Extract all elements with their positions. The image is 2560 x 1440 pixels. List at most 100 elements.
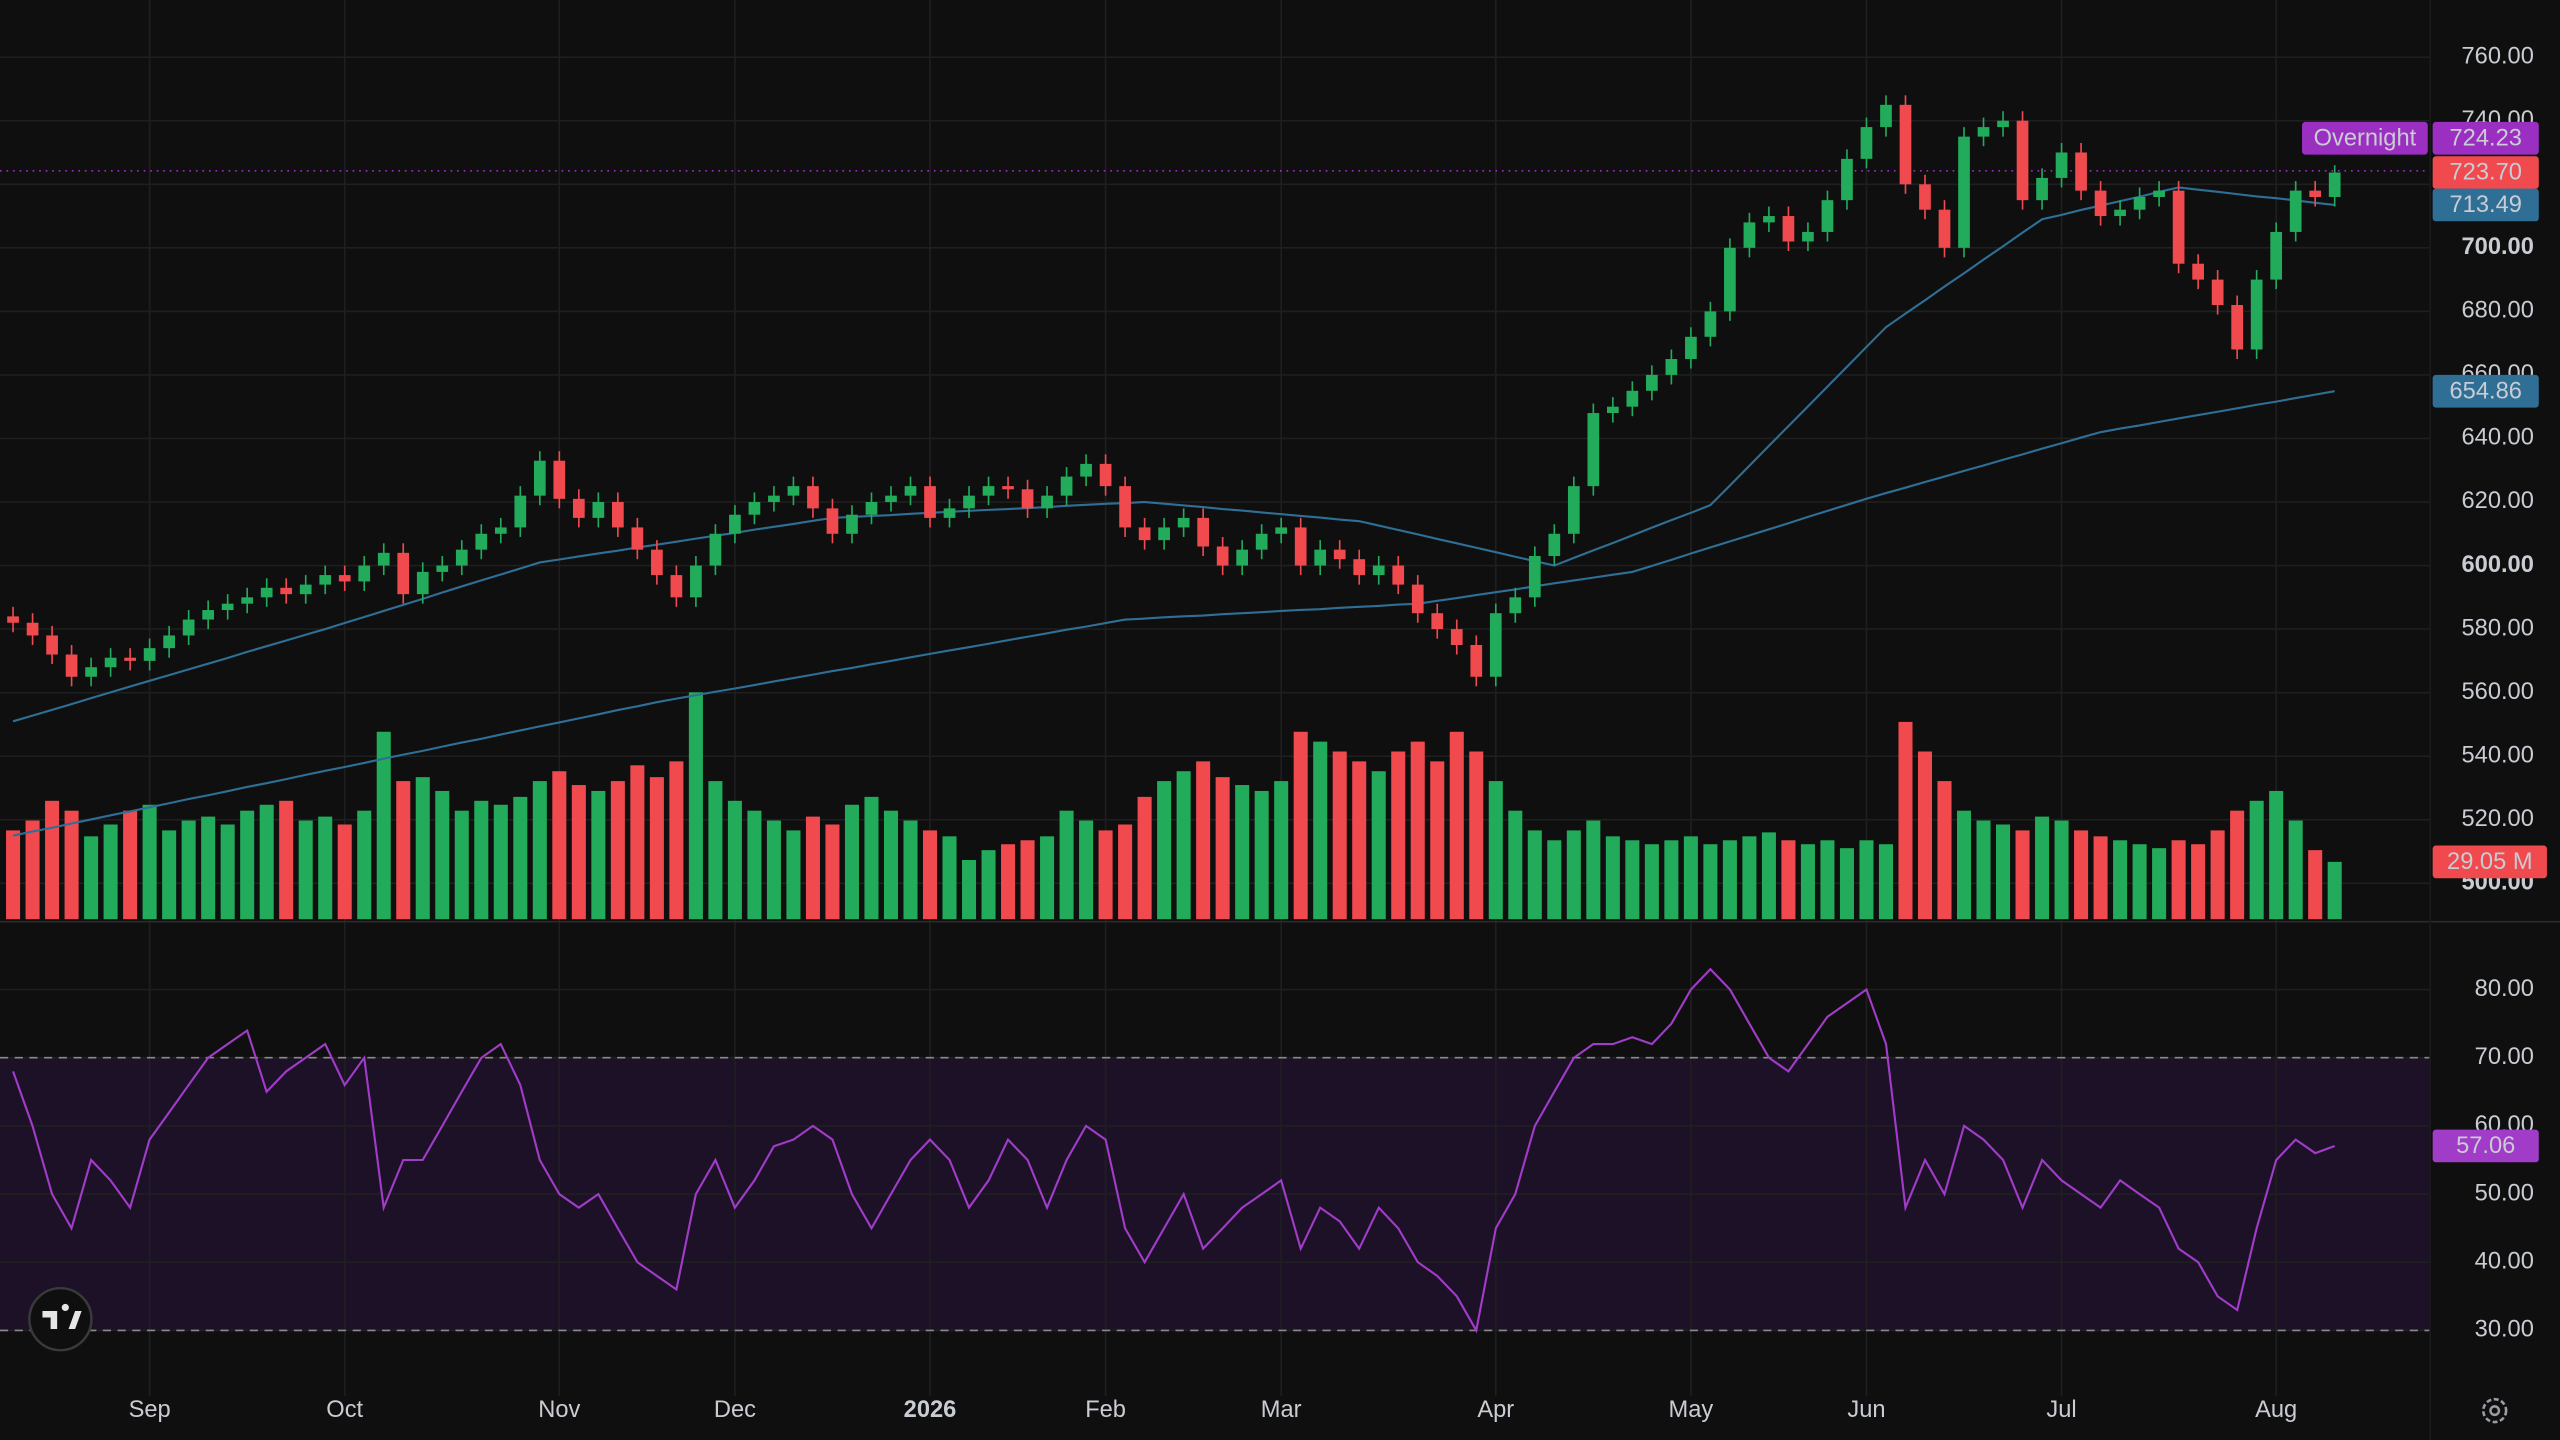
volume-bar [942, 836, 957, 920]
volume-bar [1430, 761, 1445, 920]
volume-bar [1683, 836, 1698, 920]
candle-body [1255, 533, 1268, 550]
volume-bar [2288, 820, 2303, 920]
volume-bar [2093, 836, 2108, 920]
tradingview-logo[interactable] [28, 1286, 93, 1352]
volume-bar [1605, 836, 1620, 920]
volume-bar [1996, 824, 2011, 920]
volume-bar [25, 820, 40, 920]
last-price: 723.70 [2450, 160, 2522, 186]
candle-body [1802, 231, 1814, 242]
candle-body [2328, 172, 2341, 197]
volume-bar [1410, 741, 1425, 920]
moving-average-line [12, 186, 2335, 723]
overnight-price: 724.23 [2450, 125, 2522, 151]
volume-bar [337, 824, 352, 920]
candle-body [1119, 486, 1131, 528]
overnight-label: Overnight [2314, 125, 2417, 151]
candle-body [260, 587, 273, 598]
x-tick-label: Aug [2255, 1397, 2297, 1423]
candle-body [651, 549, 663, 576]
volume-bar [2249, 800, 2264, 920]
volume-bar [1878, 844, 1893, 920]
candle-body [592, 502, 605, 518]
candle-body [2153, 190, 2165, 197]
candle-body [1197, 517, 1209, 547]
volume-bar [1644, 844, 1659, 920]
volume-bar [1098, 830, 1113, 920]
candle-body [709, 533, 722, 566]
volume-bar [435, 790, 450, 920]
candle-body [1060, 476, 1073, 496]
y-tick-label: 760.00 [2462, 43, 2534, 69]
candle-body [631, 527, 644, 550]
volume-bar [669, 761, 684, 920]
candle-body [494, 527, 507, 534]
x-tick-label: Jun [1847, 1397, 1885, 1423]
candle-body [2289, 190, 2302, 232]
candle-body [1372, 565, 1385, 576]
volume-bar [162, 830, 177, 920]
candle-body [729, 514, 741, 534]
settings-icon[interactable] [2481, 1397, 2508, 1424]
volume-bar [1215, 777, 1230, 920]
volume-bar [1508, 810, 1523, 920]
volume-bar [103, 824, 118, 920]
volume-bar [1157, 781, 1172, 920]
volume-bar [1664, 840, 1679, 920]
volume-bar [1976, 820, 1991, 920]
volume-bar [922, 830, 938, 920]
candle-body [65, 654, 78, 677]
volume-bar [1196, 761, 1211, 920]
candle-body [514, 495, 527, 528]
volume-bar [532, 781, 547, 920]
candle-body [1587, 413, 1600, 487]
y-tick-label: 640.00 [2462, 425, 2534, 451]
candle-body [1333, 549, 1346, 560]
candle-body [7, 616, 19, 623]
candle-body [1997, 120, 2009, 128]
volume-bar [1313, 741, 1328, 920]
volume-bar [1527, 830, 1542, 920]
candle-body [1841, 158, 1853, 201]
volume-bar [1566, 830, 1581, 920]
candle-body [1450, 629, 1463, 645]
candle-body [241, 597, 254, 604]
candle-body [1626, 390, 1639, 407]
candle-body [1353, 559, 1366, 576]
volume-bar [1586, 820, 1601, 920]
volume-bar [2171, 840, 2186, 920]
volume-bar [1625, 840, 1640, 920]
volume-bar [513, 796, 528, 920]
volume-bar [2074, 830, 2089, 920]
volume-bar [64, 810, 79, 920]
volume-bar [1547, 840, 1562, 920]
candle-body [1314, 549, 1327, 566]
volume-bar [123, 810, 138, 920]
candle-body [768, 495, 780, 503]
candle-body [26, 622, 39, 636]
volume-bar [2230, 810, 2245, 920]
volume-bar [805, 816, 820, 920]
y-tick-label: 560.00 [2462, 679, 2534, 705]
x-tick-label: 2026 [904, 1397, 957, 1423]
candle-body [124, 657, 136, 661]
volume-bar [649, 777, 664, 920]
candle-body [1080, 463, 1092, 477]
x-tick-label: Dec [714, 1397, 756, 1423]
volume-bar [1800, 844, 1815, 920]
volume-bar [376, 731, 391, 920]
candle-body [221, 603, 234, 611]
candle-body [553, 460, 566, 499]
volume-bar [708, 781, 723, 920]
candle-body [1158, 527, 1170, 541]
candle-body [2309, 190, 2322, 197]
moving-average-value: 713.49 [2450, 192, 2522, 218]
moving-average-value-box [2432, 188, 2539, 222]
x-tick-label: Feb [1085, 1397, 1126, 1423]
volume-bar [1781, 840, 1796, 920]
volume-bar [240, 810, 255, 920]
x-tick-label: Oct [326, 1397, 363, 1423]
volume-bar [1293, 731, 1308, 920]
